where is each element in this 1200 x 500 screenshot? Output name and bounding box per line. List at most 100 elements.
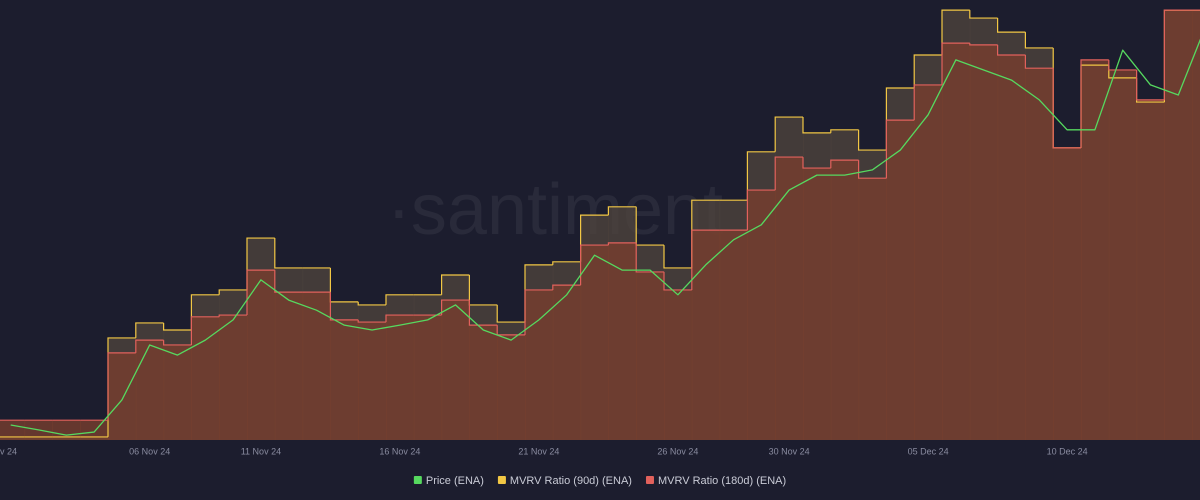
x-tick-label: 10 Dec 24 [1047,446,1088,456]
mvrv-step-line [496,304,525,323]
mvrv-area-step [247,270,276,440]
mvrv-step-line [1024,55,1054,69]
mvrv-area-step [719,230,748,440]
mvrv-step-line [858,129,887,151]
mvrv-area-step [469,325,498,440]
mvrv-area-step [80,420,109,440]
mvrv-step-line [885,119,915,179]
mvrv-step-line [441,299,470,316]
mvrv-area-step [552,285,582,440]
mvrv-area-step [803,168,832,440]
mvrv-area-step [0,420,26,440]
mvrv-area-step [135,340,165,440]
mvrv-area-step [1053,147,1082,440]
mvrv-area-step [747,190,776,440]
mvrv-area-step [52,420,81,440]
mvrv-step-line [635,242,664,273]
mvrv-step-line [468,300,498,326]
mvrv-step-line [746,189,776,231]
mvrv-step-line [1108,59,1137,71]
mvrv-step-line [274,270,303,293]
x-tick-label: 05 Dec 24 [908,446,949,456]
mvrv-step-line [107,352,136,421]
x-tick-label: 16 Nov 24 [379,446,420,456]
mvrv-step-line [746,151,776,201]
price-line [10,38,1200,436]
mvrv-area-step [108,352,137,440]
mvrv-step-line [830,129,859,133]
mvrv-step-line [1052,68,1081,149]
mvrv-step-line [941,9,970,55]
mvrv-step-line [329,292,359,321]
mvrv-area-step [664,289,693,440]
mvrv-step-line [1136,69,1165,101]
mvrv-step-line [997,44,1026,56]
mvrv-area-step [1192,10,1200,441]
legend-label: Price (ENA) [426,475,484,487]
mvrv-area-step [358,322,387,440]
mvrv-area-step [1164,10,1193,441]
mvrv-step-line [969,10,998,19]
mvrv-step-line [441,274,470,295]
mvrv-step-line [997,18,1026,33]
x-tick-label: 30 Nov 24 [769,446,810,456]
mvrv-step-line [941,42,970,85]
mvrv-step-line [357,301,386,306]
mvrv-area-step [497,334,526,440]
x-tick-label: v 24 [0,446,17,456]
mvrv-step-line [274,238,303,269]
mvrv-step-line [552,284,581,290]
mvrv-area-step [1081,59,1110,441]
legend-item: MVRV Ratio (90d) (ENA) [497,475,632,487]
mvrv-area-step [997,55,1026,440]
mvrv-step-line [663,245,692,269]
mvrv-area-step [219,315,248,440]
mvrv-area-step [886,120,915,441]
mvrv-area-step [163,344,192,440]
mvrv-area-step [330,319,359,440]
mvrv-area-step [191,316,220,440]
mvrv-step-line [913,84,942,121]
mvrv-area-step [914,84,943,441]
mvrv-area-step [830,160,860,440]
mvrv-area-step [441,300,470,440]
mvrv-step-line [1163,9,1193,100]
mvrv-area-step [969,44,999,440]
legend-swatch [645,476,654,484]
mvrv-step-line [607,206,637,216]
mvrv-step-line [135,322,164,338]
mvrv-step-line [1080,59,1109,148]
mvrv-step-line [163,340,192,346]
mvrv-step-line [1024,32,1054,49]
mvrv-area-step [413,315,443,440]
mvrv-area-step [858,178,887,440]
x-axis: v 24 06 Nov 24 11 Nov 24 16 Nov 24 21 Nov 24… [0,446,1088,456]
legend-item: MVRV Ratio (180d) (ENA) [645,475,786,487]
mvrv-area-step [1136,99,1165,440]
legend: Price (ENA) MVRV Ratio (90d) (ENA) MVRV Ra… [413,475,786,487]
mvrv-step-line [691,229,720,290]
mvrv-step-line [552,261,581,265]
plot-area [0,9,1200,441]
mvrv-step-line [190,316,220,345]
mvrv-step-line [135,339,164,353]
mvrv-area-step [302,292,331,440]
x-tick-label: 06 Nov 24 [129,446,170,456]
mvrv-area-step [274,292,304,440]
mvrv-area-step [525,289,554,440]
mvrv-step-line [580,244,609,286]
legend-swatch [497,476,506,484]
mvrv-step-line [774,156,803,191]
legend-label: MVRV Ratio (180d) (ENA) [658,475,786,487]
mvrv-area-step [775,157,804,440]
legend-label: MVRV Ratio (90d) (ENA) [510,475,632,487]
mvrv-step-line [163,322,192,331]
mvrv-step-line [385,314,414,323]
mvrv-step-line [385,294,414,305]
x-tick-label: 11 Nov 24 [241,446,281,456]
mvrv-area-step [942,43,971,441]
mvrv-step-line [830,159,859,169]
mvrv-step-line [802,117,831,134]
legend-swatch [413,476,422,484]
